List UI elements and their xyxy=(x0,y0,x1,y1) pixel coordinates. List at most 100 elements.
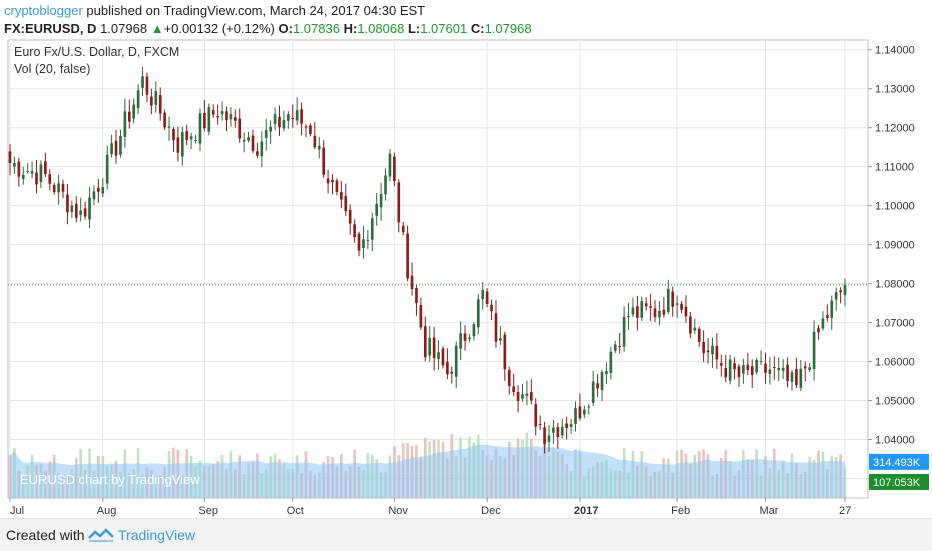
candle-body xyxy=(512,386,515,392)
candle-body xyxy=(189,136,193,140)
candle-body xyxy=(821,318,825,329)
candle-body xyxy=(388,153,392,177)
candle-body xyxy=(251,135,255,151)
candle-body xyxy=(362,239,365,248)
candle-body xyxy=(238,118,242,139)
volume-subtitle: Vol (20, false) xyxy=(14,62,90,76)
candle-body xyxy=(556,427,560,437)
symbol-label: FX:EURUSD, D xyxy=(4,21,97,36)
published-text: published on TradingView.com, March 24, … xyxy=(86,3,426,18)
footer: Created with TradingView xyxy=(0,518,932,551)
candle-body xyxy=(291,118,295,120)
candle-body xyxy=(468,337,471,339)
candle-body xyxy=(459,333,462,349)
candle-body xyxy=(260,141,264,157)
candle-body xyxy=(163,112,166,128)
candle-body xyxy=(256,151,259,156)
candle-body xyxy=(198,113,202,144)
candle-body xyxy=(366,240,370,242)
candle-body xyxy=(675,303,679,305)
triangle-up-icon: ▲ xyxy=(150,21,164,36)
y-tick-label: 1.13000 xyxy=(875,84,915,96)
candle-body xyxy=(622,316,626,347)
candle-body xyxy=(326,178,330,184)
candle-body xyxy=(105,154,109,184)
candle-body xyxy=(583,409,586,415)
candle-body xyxy=(331,179,334,183)
candle-body xyxy=(145,76,149,95)
candle-body xyxy=(287,114,290,121)
candle-body xyxy=(304,126,308,128)
candle-body xyxy=(370,218,374,240)
candle-body xyxy=(21,174,25,180)
candle-body xyxy=(817,328,820,333)
y-tick-label: 1.07000 xyxy=(875,318,915,330)
candle-body xyxy=(26,171,29,173)
candle-body xyxy=(715,345,719,360)
candle-body xyxy=(680,303,683,310)
candle-body xyxy=(48,174,52,184)
candle-body xyxy=(737,366,741,378)
candle-body xyxy=(344,195,348,212)
close-label: C: xyxy=(470,21,485,36)
candle-body xyxy=(335,180,339,192)
candle-body xyxy=(313,135,317,148)
candle-body xyxy=(812,331,816,370)
candle-body xyxy=(697,328,701,342)
candle-body xyxy=(309,125,312,135)
candle-body xyxy=(136,90,140,109)
candle-body xyxy=(269,126,272,132)
candle-body xyxy=(110,143,113,155)
candle-body xyxy=(636,306,639,318)
candle-body xyxy=(631,307,635,315)
candle-body xyxy=(211,110,215,115)
axes: 1.14000 1.13000 1.12000 1.11000 1.10000 1.090… xyxy=(9,45,929,517)
candle-body xyxy=(13,162,16,167)
candle-body xyxy=(808,367,811,370)
candle-body xyxy=(401,225,405,233)
candle-body xyxy=(702,341,705,354)
candle-body xyxy=(88,197,91,220)
candle-body xyxy=(114,140,118,156)
candle-body xyxy=(432,337,436,359)
y-tick-label: 1.10000 xyxy=(875,201,915,213)
candle-body xyxy=(719,363,723,366)
candle-body xyxy=(158,94,162,114)
candle-body xyxy=(543,427,546,444)
candle-body xyxy=(92,191,96,200)
candle-body xyxy=(649,306,652,308)
low-value: 1.07601 xyxy=(420,21,468,36)
candle-body xyxy=(463,333,467,341)
candle-body xyxy=(587,406,591,408)
candle-body xyxy=(803,366,807,369)
candle-body xyxy=(530,392,533,401)
candle-body xyxy=(353,224,356,238)
open-label: O: xyxy=(278,21,293,36)
candle-body xyxy=(132,104,136,119)
candle-body xyxy=(233,117,237,121)
chart-title: Euro Fx/U.S. Dollar, D, FXCM xyxy=(14,45,179,59)
price-chart[interactable]: 1.14000 1.13000 1.12000 1.11000 1.10000 1.090… xyxy=(0,36,932,518)
candle-body xyxy=(689,316,692,334)
candle-body xyxy=(194,140,197,142)
chart-header: cryptoblogger published on TradingView.c… xyxy=(4,2,924,37)
candle-body xyxy=(711,345,714,355)
candle-body xyxy=(123,111,127,137)
y-tick-label: 1.05000 xyxy=(875,396,915,408)
author-link[interactable]: cryptoblogger xyxy=(4,3,83,18)
candle-body xyxy=(560,426,564,436)
candle-body xyxy=(406,233,409,279)
x-tick-label: Aug xyxy=(97,505,117,517)
candle-body xyxy=(578,406,582,419)
y-tick-label: 1.12000 xyxy=(875,123,915,135)
candle-body xyxy=(472,324,476,337)
footer-brand[interactable]: TradingView xyxy=(118,527,196,543)
candle-body xyxy=(693,327,697,331)
x-tick-label: Mar xyxy=(759,505,778,517)
y-tick-label: 1.08000 xyxy=(875,279,915,291)
candle-body xyxy=(786,364,789,382)
candle-body xyxy=(547,435,551,442)
x-tick-label: Oct xyxy=(287,505,304,517)
candle-body xyxy=(830,300,834,318)
candle-body xyxy=(229,114,233,120)
